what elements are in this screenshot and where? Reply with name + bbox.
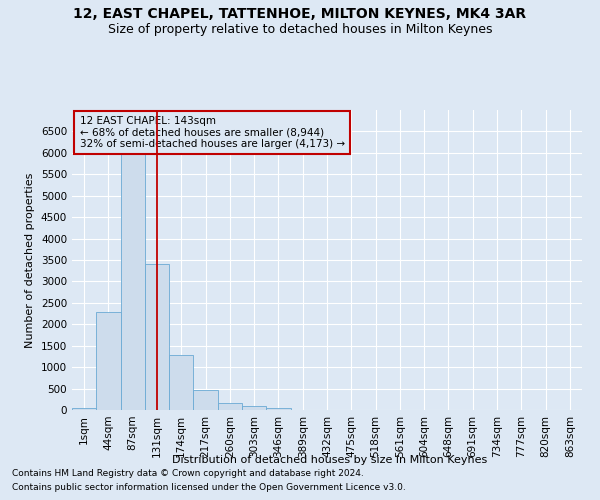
Bar <box>266 408 290 410</box>
Bar <box>218 403 242 410</box>
Bar <box>193 390 218 410</box>
Text: 12, EAST CHAPEL, TATTENHOE, MILTON KEYNES, MK4 3AR: 12, EAST CHAPEL, TATTENHOE, MILTON KEYNE… <box>73 8 527 22</box>
Y-axis label: Number of detached properties: Number of detached properties <box>25 172 35 348</box>
Bar <box>145 264 169 410</box>
Bar <box>96 312 121 410</box>
Bar <box>72 408 96 410</box>
Text: 12 EAST CHAPEL: 143sqm
← 68% of detached houses are smaller (8,944)
32% of semi-: 12 EAST CHAPEL: 143sqm ← 68% of detached… <box>80 116 345 149</box>
Text: Size of property relative to detached houses in Milton Keynes: Size of property relative to detached ho… <box>108 22 492 36</box>
Text: Contains HM Land Registry data © Crown copyright and database right 2024.: Contains HM Land Registry data © Crown c… <box>12 468 364 477</box>
Bar <box>169 355 193 410</box>
Bar <box>121 134 145 410</box>
Bar <box>242 406 266 410</box>
Text: Contains public sector information licensed under the Open Government Licence v3: Contains public sector information licen… <box>12 484 406 492</box>
Text: Distribution of detached houses by size in Milton Keynes: Distribution of detached houses by size … <box>172 455 488 465</box>
